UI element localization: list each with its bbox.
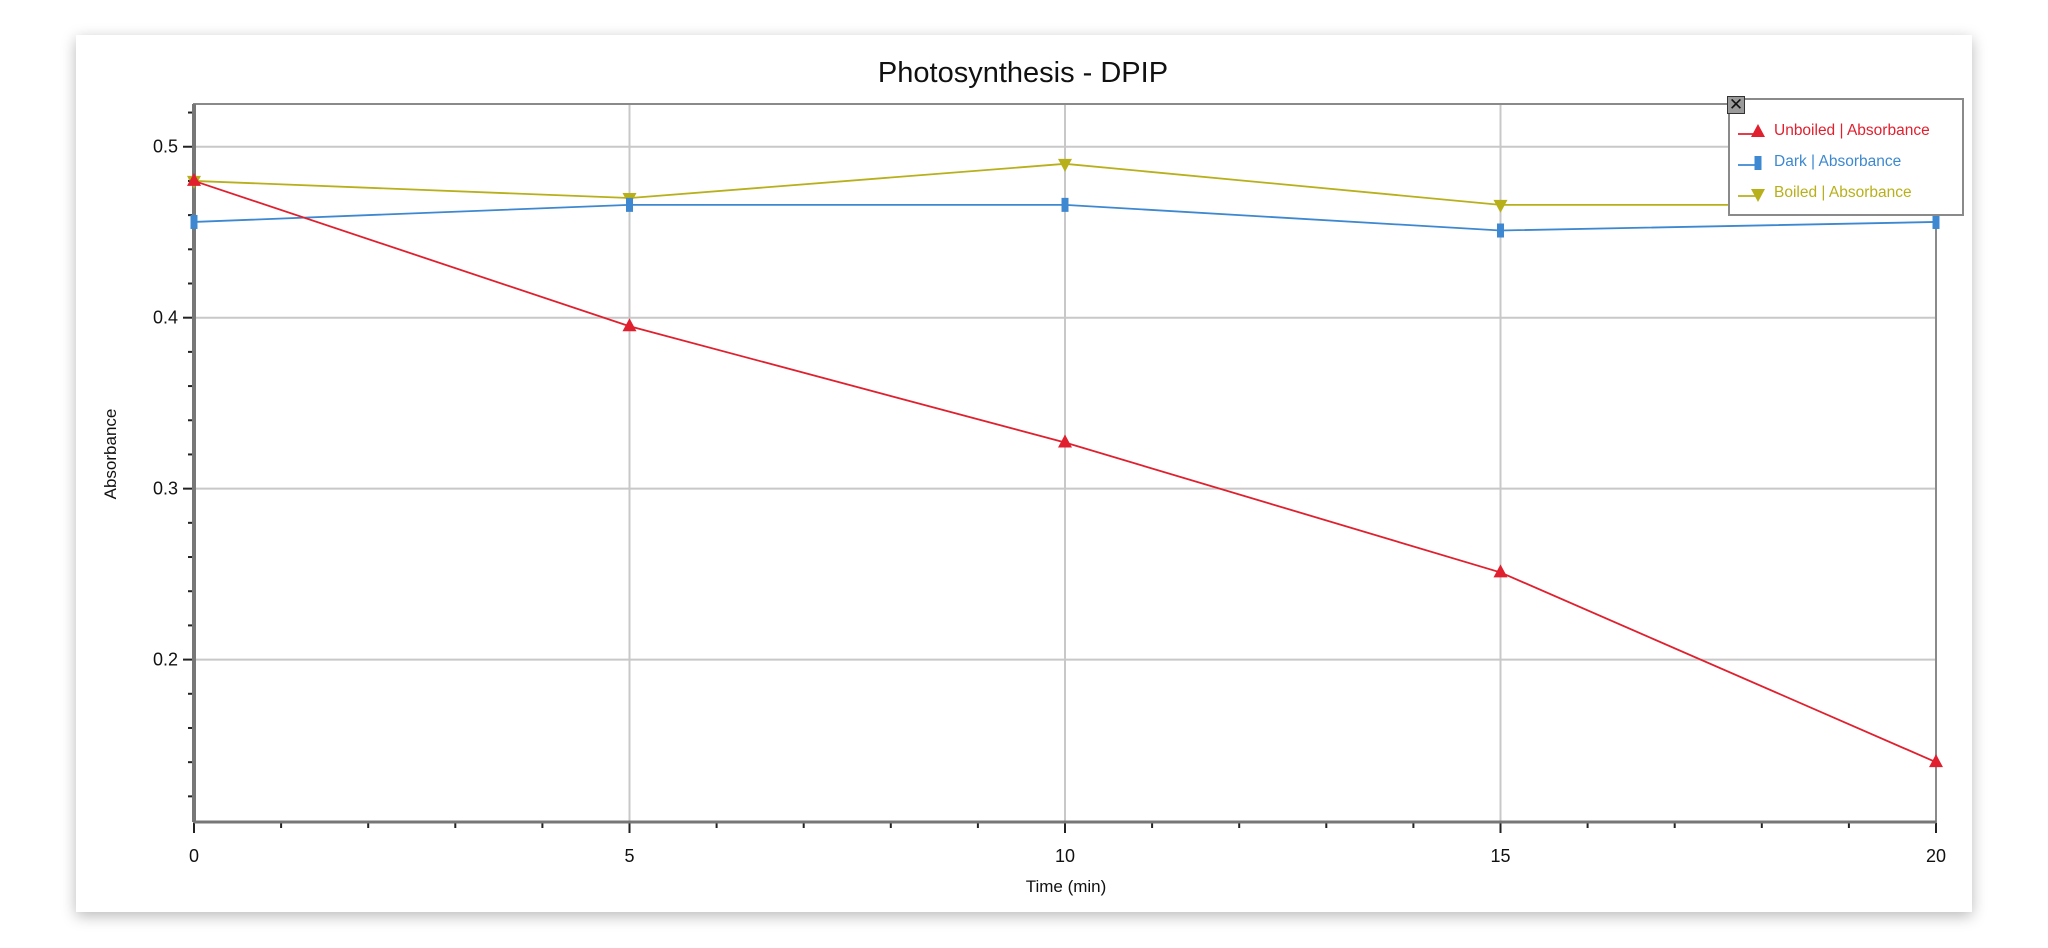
data-point-square [1497, 223, 1504, 238]
legend-swatch-icon [1738, 189, 1765, 202]
y-tick-label: 0.4 [153, 308, 178, 328]
legend-swatch-icon [1738, 124, 1765, 137]
data-point-triangle-up [622, 318, 637, 332]
x-tick-label: 20 [1926, 846, 1946, 866]
legend-label: Unboiled | Absorbance [1774, 122, 1930, 139]
data-point-triangle-up [1751, 124, 1765, 137]
chart-title: Photosynthesis - DPIP [878, 57, 1168, 89]
chart-card [76, 35, 1972, 912]
data-point-square [1061, 197, 1069, 212]
data-point-square [1932, 214, 1940, 229]
data-point-triangle-up [1929, 754, 1943, 768]
data-point-square [190, 214, 198, 229]
data-point-triangle-down [1058, 158, 1072, 172]
data-point-square [626, 197, 633, 212]
y-axis-label: Absorbance [101, 409, 120, 500]
legend-label: Boiled | Absorbance [1774, 184, 1912, 201]
close-icon[interactable]: ✕ [1727, 95, 1745, 114]
data-point-triangle-up [1493, 564, 1508, 578]
series-dark [190, 197, 1940, 238]
x-tick-label: 5 [624, 846, 634, 866]
legend: Unboiled | Absorbance Dark | Absorbance Bo… [1728, 98, 1964, 216]
data-point-triangle-down [1751, 189, 1765, 202]
data-point-triangle-up [187, 172, 201, 186]
series-unboiled [187, 172, 1943, 768]
data-point-triangle-down [1493, 199, 1508, 213]
x-axis-label: Time (min) [1026, 877, 1107, 896]
data-point-triangle-up [1058, 434, 1072, 448]
x-tick-label: 10 [1055, 846, 1075, 866]
legend-label: Dark | Absorbance [1774, 153, 1902, 170]
data-point-square [1754, 156, 1762, 170]
x-tick-label: 15 [1490, 846, 1510, 866]
legend-item[interactable]: Unboiled | Absorbance [1738, 122, 1930, 140]
y-tick-label: 0.3 [153, 479, 178, 499]
y-tick-label: 0.2 [153, 650, 178, 670]
y-tick-label: 0.5 [153, 137, 178, 157]
legend-item[interactable]: Dark | Absorbance [1738, 153, 1901, 171]
x-tick-label: 0 [189, 846, 199, 866]
legend-swatch-icon [1738, 156, 1762, 170]
legend-item[interactable]: Boiled | Absorbance [1738, 184, 1912, 202]
